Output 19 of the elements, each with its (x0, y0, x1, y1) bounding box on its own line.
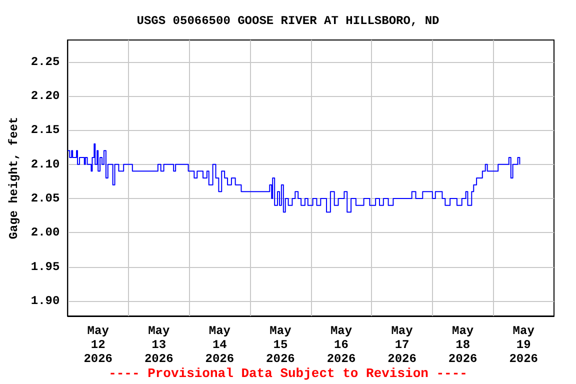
x-tick-label: May 12 2026 (84, 324, 113, 366)
x-tick-label: May 17 2026 (388, 324, 416, 366)
y-tick-label: 2.05 (30, 191, 60, 206)
x-tick-label: May 14 2026 (205, 324, 234, 366)
y-tick-label: 1.95 (30, 260, 60, 274)
text: ---- Provisional Data Subject to Revision ---- (108, 366, 468, 381)
x-tick-label: May 18 2026 (448, 324, 478, 366)
y-tick-label: 2.10 (30, 157, 60, 172)
x-tick-label: May 19 2026 (509, 324, 538, 366)
y-axis-title: Gage height, feet (7, 116, 21, 240)
chart-title: USGS 05066500 GOOSE RIVER AT HILLSBORO, ND (136, 14, 440, 28)
x-tick-label: May 13 2026 (144, 324, 174, 366)
y-tick-label: 2.15 (30, 123, 60, 138)
y-tick-label: 2.20 (30, 89, 60, 104)
y-tick-label: 1.90 (30, 294, 60, 308)
x-tick-label: May 15 2026 (266, 324, 295, 366)
y-tick-label: 2.25 (30, 54, 60, 69)
x-tick-label: May 16 2026 (326, 324, 356, 366)
y-tick-label: 2.00 (30, 226, 60, 240)
